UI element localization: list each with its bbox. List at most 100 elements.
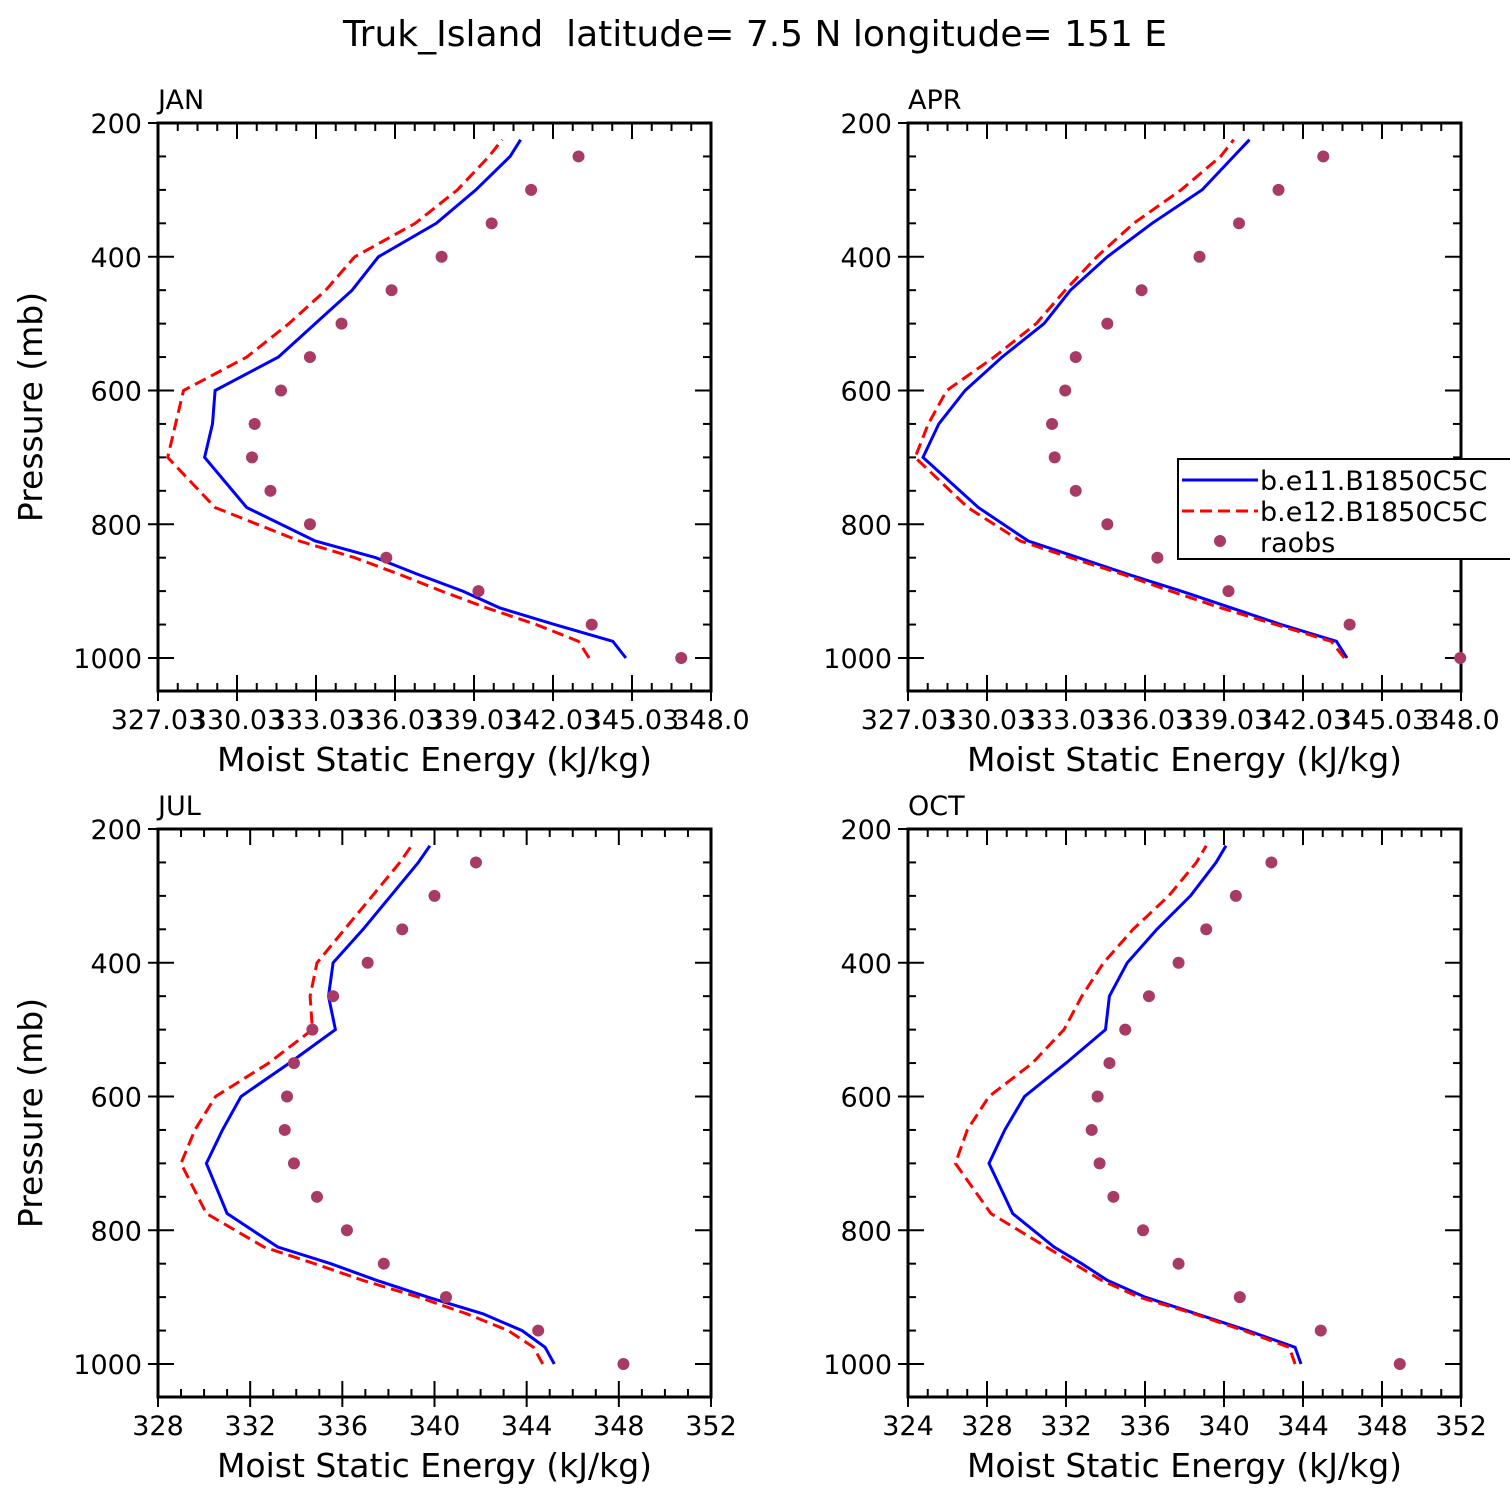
raobs-point xyxy=(287,1157,300,1170)
y-tick-label: 1000 xyxy=(73,644,142,675)
y-axis-label: Pressure (mb) xyxy=(11,292,50,522)
x-tick-label: 340 xyxy=(409,1411,461,1442)
x-tick-label: 336 xyxy=(317,1411,369,1442)
y-tick-label: 400 xyxy=(840,949,892,980)
panels: 2004006008001000327.03330.03333.03336.03… xyxy=(11,85,1500,1485)
raobs-point xyxy=(1222,585,1235,598)
y-tick-label: 800 xyxy=(840,510,892,541)
raobs-point xyxy=(469,856,482,869)
raobs-point xyxy=(274,384,287,397)
legend-label: b.e11.B1850C5C xyxy=(1260,466,1487,497)
x-tick-label: 332 xyxy=(1040,1411,1092,1442)
x-tick-label: 333.03 xyxy=(269,705,363,736)
raobs-point xyxy=(1091,1090,1104,1103)
x-tick-label: 330.03 xyxy=(190,705,284,736)
x-axis-label: Moist Static Energy (kJ/kg) xyxy=(967,1446,1402,1485)
raobs-point xyxy=(1272,183,1285,196)
x-tick-label: 327.03 xyxy=(861,705,955,736)
raobs-point xyxy=(1265,856,1278,869)
series-b-e12-line xyxy=(953,844,1297,1365)
raobs-point xyxy=(1048,451,1061,464)
legend-box xyxy=(1177,458,1510,560)
series-b-e12-line xyxy=(179,844,545,1365)
figure-title: Truk_Island latitude= 7.5 N longitude= 1… xyxy=(342,14,1167,55)
panel-apr: 200 400 600 800 1000 327.03330.03333.03336.03… xyxy=(823,85,1499,779)
x-tick-label: 332 xyxy=(224,1411,276,1442)
x-tick-label: 344 xyxy=(501,1411,553,1442)
series-b-e11-line xyxy=(204,844,556,1365)
legend-swatch-raobs xyxy=(1214,535,1226,547)
x-tick-label: 342.03 xyxy=(506,705,600,736)
x-tick-label: 324 xyxy=(882,1411,934,1442)
panel-title: JUL xyxy=(156,791,201,822)
x-tick-label: 339.03 xyxy=(1177,705,1271,736)
y-tick-label: 1000 xyxy=(823,644,892,675)
raobs-point xyxy=(1393,1358,1406,1370)
x-tick-label: 333.03 xyxy=(1019,705,1113,736)
raobs-point xyxy=(1069,351,1082,364)
raobs-point xyxy=(1119,1023,1132,1036)
y-tick-label: 400 xyxy=(90,243,142,274)
series-b-e12-line xyxy=(166,138,591,659)
x-tick-label: 348.0 xyxy=(1422,705,1499,736)
x-tick-label: 330.03 xyxy=(940,705,1034,736)
raobs-point xyxy=(1343,618,1356,631)
raobs-point xyxy=(1101,518,1114,531)
x-axis-label: Moist Static Energy (kJ/kg) xyxy=(217,740,652,779)
y-tick-label: 800 xyxy=(90,1216,142,1247)
y-tick-label: 1000 xyxy=(73,1350,142,1381)
y-tick-label: 600 xyxy=(90,1083,142,1114)
x-tick-label: 328 xyxy=(132,1411,184,1442)
y-tick-label: 200 xyxy=(90,815,142,846)
x-tick-label: 336.03 xyxy=(1098,705,1192,736)
panel-jan: 200 400 600 800 1000 327.03330.03333.03336.03… xyxy=(11,85,750,779)
raobs-point xyxy=(396,923,409,936)
series-b-e12-line xyxy=(913,138,1346,659)
raobs-point xyxy=(264,484,277,497)
y-tick-label: 200 xyxy=(840,815,892,846)
series-b-e11-line xyxy=(921,138,1349,659)
raobs-point xyxy=(1085,1123,1098,1136)
panel-jul: 200 400 600 800 1000 328 332 336 340 344 348 352 JUL… xyxy=(11,791,737,1485)
y-axis-label: Pressure (mb) xyxy=(11,998,50,1228)
raobs-point xyxy=(1317,150,1330,163)
raobs-point xyxy=(472,585,485,598)
raobs-point xyxy=(377,1257,390,1270)
y-tick-label: 600 xyxy=(840,377,892,408)
y-tick-label: 800 xyxy=(90,510,142,541)
raobs-point xyxy=(380,551,393,564)
raobs-point xyxy=(1172,1257,1185,1270)
raobs-point xyxy=(278,1123,291,1136)
raobs-point xyxy=(335,317,348,330)
raobs-point xyxy=(1137,1224,1150,1237)
raobs-point xyxy=(525,183,538,196)
raobs-point xyxy=(287,1057,300,1070)
raobs-point xyxy=(246,451,259,464)
raobs-point xyxy=(1101,317,1114,330)
raobs-point xyxy=(428,889,441,902)
raobs-point xyxy=(248,417,261,430)
x-tick-label: 328 xyxy=(961,1411,1013,1442)
legend-label: b.e12.B1850C5C xyxy=(1260,497,1487,528)
y-tick-label: 400 xyxy=(90,949,142,980)
x-tick-label: 348 xyxy=(593,1411,645,1442)
raobs-point xyxy=(1229,889,1242,902)
raobs-point xyxy=(485,217,498,230)
raobs-point xyxy=(1103,1057,1116,1070)
x-tick-label: 336 xyxy=(1119,1411,1171,1442)
raobs-point xyxy=(1069,484,1082,497)
x-tick-label: 340 xyxy=(1198,1411,1250,1442)
x-axis-label: Moist Static Energy (kJ/kg) xyxy=(217,1446,652,1485)
raobs-point xyxy=(1193,250,1206,263)
x-axis-label: Moist Static Energy (kJ/kg) xyxy=(967,740,1402,779)
raobs-point xyxy=(1314,1324,1327,1337)
x-tick-label: 339.03 xyxy=(427,705,521,736)
raobs-point xyxy=(617,1358,630,1370)
raobs-point xyxy=(1200,923,1213,936)
y-tick-label: 200 xyxy=(90,109,142,140)
raobs-point xyxy=(440,1291,453,1304)
x-tick-label: 352 xyxy=(685,1411,737,1442)
